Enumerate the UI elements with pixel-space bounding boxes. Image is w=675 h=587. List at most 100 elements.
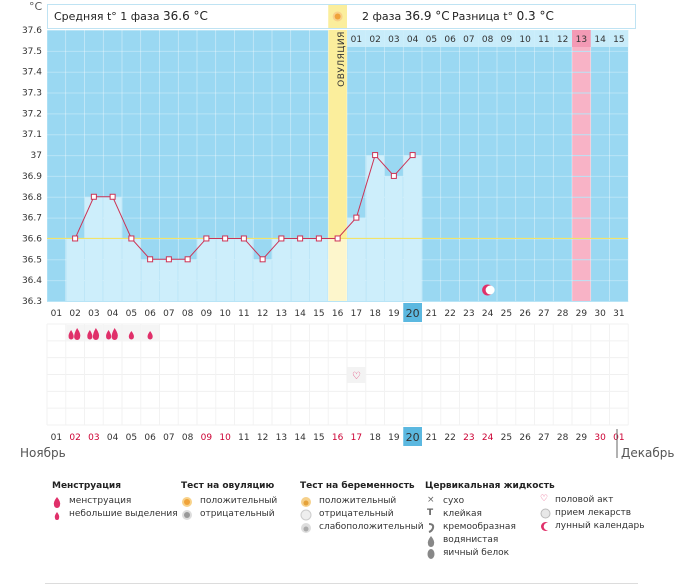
x-tick-label: 19 xyxy=(388,309,400,319)
cycle-day-label: 05 xyxy=(426,35,437,45)
legend-ovulation-test-title: Тест на овуляцию xyxy=(181,481,275,491)
phase2-label: 2 фаза xyxy=(362,10,402,23)
bottom-date-label: 30 xyxy=(594,433,606,443)
legend-ovulation-test: Тест на овуляцию положительный отрицател… xyxy=(181,481,278,520)
legend-label: положительный xyxy=(319,496,397,506)
y-tick-label: 37.3 xyxy=(22,89,42,99)
legend-item: небольшие выделения xyxy=(52,509,178,520)
bottom-divider xyxy=(45,583,638,584)
temperature-point xyxy=(334,235,341,242)
legend-menstruation: Менструация менструация небольшие выделе… xyxy=(52,481,178,520)
heart-icon: ♡ xyxy=(540,494,549,504)
legend-item: яичный белок xyxy=(425,548,555,559)
temp-column xyxy=(141,259,159,301)
temperature-point xyxy=(222,235,229,242)
temp-column xyxy=(347,217,366,301)
cycle-day-label: 13 xyxy=(576,35,587,45)
legend-label: положительный xyxy=(200,496,278,506)
bottom-date-label: 14 xyxy=(294,433,306,443)
bottom-date-label: 15 xyxy=(313,433,324,443)
legend-item: прием лекарств xyxy=(540,508,645,519)
cycle-day-label: 12 xyxy=(557,35,568,45)
temperature-point xyxy=(165,256,172,263)
bottom-date-label: 01 xyxy=(613,433,624,443)
temperature-point xyxy=(147,256,154,263)
y-tick-label: 36.9 xyxy=(22,172,42,182)
x-tick-label: 30 xyxy=(594,309,606,319)
cycle-day-label: 01 xyxy=(351,35,362,45)
cycle-day-label: 07 xyxy=(463,35,474,45)
legend-item: положительный xyxy=(181,496,278,507)
egg-white-icon xyxy=(427,549,435,559)
temperature-point xyxy=(72,235,79,242)
temp-column xyxy=(253,259,272,301)
moon-icon xyxy=(541,522,551,531)
difference: Разница t° 0.3 °C xyxy=(452,9,554,23)
temperature-point xyxy=(409,152,416,159)
ovulation-label: ОВУЛЯЦИЯ xyxy=(337,31,347,87)
x-tick-label: 29 xyxy=(576,309,588,319)
y-tick-label: 36.7 xyxy=(22,214,42,224)
sun-negative-icon xyxy=(182,510,192,520)
temperature-point xyxy=(109,193,116,200)
legend-cervical-title: Цервикальная жидкость xyxy=(425,481,555,491)
temp-column xyxy=(197,238,216,301)
ovulation-label-box: ОВУЛЯЦИЯ xyxy=(333,31,351,92)
cycle-day-label: 10 xyxy=(519,35,531,45)
cycle-day-label: 08 xyxy=(482,35,494,45)
bottom-date-label: 13 xyxy=(276,433,287,443)
x-tick-label: 10 xyxy=(219,309,231,319)
legend-item: отрицательный xyxy=(300,509,424,521)
y-tick-label: 36.5 xyxy=(22,255,42,265)
x-tick-label: 01 xyxy=(51,309,62,319)
cycle-day-label: 14 xyxy=(594,35,606,45)
month-left: Ноябрь xyxy=(20,446,66,460)
temp-column xyxy=(178,259,197,301)
phase1-average: Средняя t° 1 фаза 36.6 °C xyxy=(54,9,208,23)
x-tick-label: 09 xyxy=(201,309,213,319)
legend-label: слабоположительный xyxy=(319,522,424,532)
drop-icon xyxy=(92,328,100,340)
temperature-point xyxy=(203,235,210,242)
phase1-value: 36.6 °C xyxy=(163,9,208,23)
cycle-day-pink xyxy=(572,30,591,47)
small-drop-icon xyxy=(147,331,153,340)
legend-pregnancy-test: Тест на беременность положительный отриц… xyxy=(300,481,424,533)
legend-label: лунный календарь xyxy=(555,521,645,531)
today-highlight xyxy=(403,303,422,322)
temp-column xyxy=(103,196,122,301)
cycle-day-label: 15 xyxy=(613,35,624,45)
unit-label: °C xyxy=(29,0,43,13)
cycle-day-label: 04 xyxy=(407,35,419,45)
temp-column xyxy=(291,238,309,301)
sticky-icon: T xyxy=(427,508,434,518)
small-drop-icon xyxy=(128,331,134,340)
diff-label: Разница t° xyxy=(452,10,514,23)
pill-icon xyxy=(540,508,551,519)
x-tick-label: 05 xyxy=(126,309,137,319)
x-tick-label: 21 xyxy=(426,309,437,319)
cycle-day-row xyxy=(347,30,629,47)
y-tick-label: 36.6 xyxy=(22,234,42,244)
x-tick-label: 20 xyxy=(406,307,420,320)
bottom-date-label: 29 xyxy=(576,433,588,443)
temp-column xyxy=(216,238,234,301)
bottom-date-label: 27 xyxy=(538,433,549,443)
x-tick-label: 31 xyxy=(613,309,624,319)
cycle-day-label: 09 xyxy=(501,35,513,45)
bottom-date-label: 10 xyxy=(219,433,231,443)
x-tick-label: 02 xyxy=(69,309,80,319)
legend-label: прием лекарств xyxy=(555,508,632,518)
x-tick-label: 14 xyxy=(294,309,306,319)
temperature-point xyxy=(315,235,322,242)
x-tick-label: 18 xyxy=(369,309,381,319)
temperature-point xyxy=(90,193,97,200)
x-tick-label: 25 xyxy=(501,309,512,319)
y-tick-label: 37.2 xyxy=(22,109,42,119)
legend-label: кремообразная xyxy=(443,522,516,532)
temp-column xyxy=(366,155,384,301)
legend-label: сухо xyxy=(443,496,465,506)
bottom-date-label: 16 xyxy=(332,433,344,443)
bbt-chart: 01 02 03 04 05 06 07 08 09 10 11 12 13 14 15 36.3 36.4 36… xyxy=(22,4,636,458)
pregnancy-weak-icon xyxy=(301,523,311,533)
